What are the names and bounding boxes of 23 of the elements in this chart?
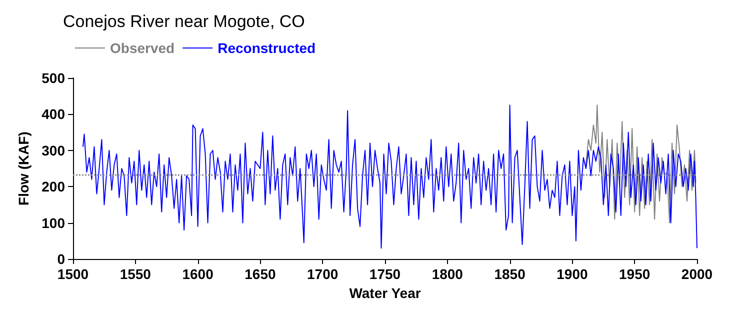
- x-tick-label: 2000: [681, 266, 713, 282]
- x-axis-title: Water Year: [349, 285, 422, 301]
- y-tick-label: 400: [42, 106, 66, 122]
- x-tick-label: 1700: [307, 266, 338, 282]
- y-tick-label: 200: [42, 178, 66, 195]
- x-tick-label: 1550: [120, 266, 152, 282]
- y-tick-label: 300: [42, 142, 66, 158]
- legend-label: Reconstructed: [218, 40, 316, 56]
- x-tick-label: 1950: [619, 266, 650, 282]
- x-tick-label: 1800: [432, 266, 464, 282]
- legend-label: Observed: [110, 40, 175, 56]
- x-tick-label: 1600: [182, 266, 214, 282]
- y-tick-label: 0: [57, 251, 66, 267]
- x-tick-label: 1900: [556, 266, 588, 282]
- y-tick-label: 500: [42, 70, 66, 86]
- x-tick-label: 1500: [57, 266, 89, 282]
- y-tick-label: 100: [42, 214, 66, 231]
- chart-title: Conejos River near Mogote, CO: [63, 12, 305, 31]
- y-axis-title: Flow (KAF): [16, 132, 32, 206]
- x-tick-label: 1750: [369, 266, 401, 282]
- x-tick-label: 1650: [244, 266, 276, 282]
- x-tick-label: 1850: [494, 266, 526, 282]
- line-series: [82, 104, 698, 249]
